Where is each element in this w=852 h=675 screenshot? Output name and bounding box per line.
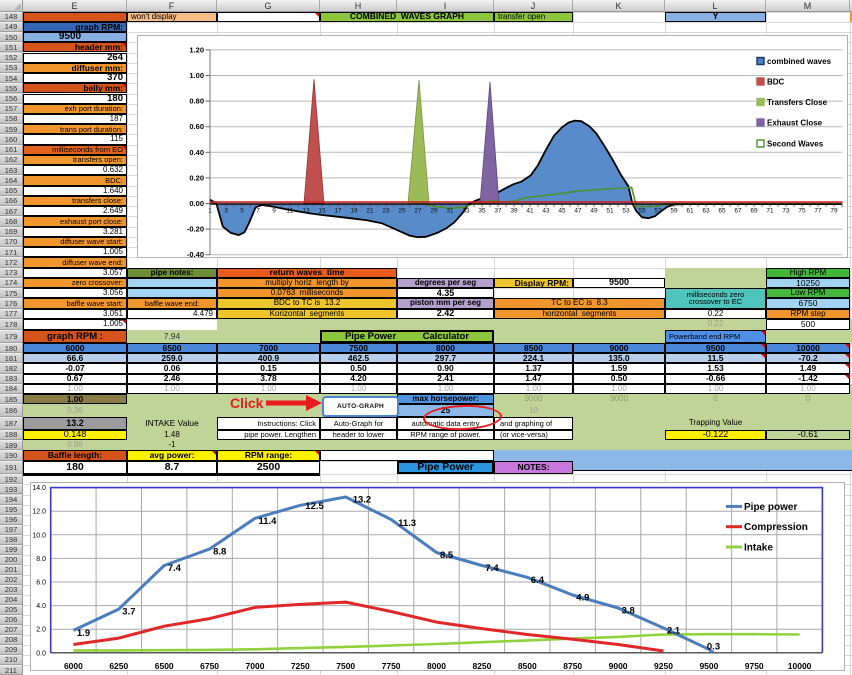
svg-text:11.3: 11.3 <box>398 518 416 529</box>
svg-text:8500: 8500 <box>517 661 536 671</box>
svg-text:6750: 6750 <box>200 661 219 671</box>
svg-text:8.5: 8.5 <box>440 550 454 561</box>
svg-text:41: 41 <box>526 207 534 214</box>
svg-text:0.80: 0.80 <box>189 96 204 105</box>
svg-text:8.0: 8.0 <box>36 556 46 563</box>
svg-text:7: 7 <box>256 207 260 214</box>
svg-text:77: 77 <box>814 207 822 214</box>
svg-text:3: 3 <box>224 207 228 214</box>
svg-text:11.4: 11.4 <box>258 516 277 527</box>
svg-text:0.60: 0.60 <box>189 122 204 131</box>
svg-text:57: 57 <box>654 207 662 214</box>
svg-text:7500: 7500 <box>336 661 355 671</box>
svg-text:8750: 8750 <box>563 661 582 671</box>
svg-text:9250: 9250 <box>654 661 673 671</box>
svg-text:3.7: 3.7 <box>122 607 135 618</box>
svg-text:7.4: 7.4 <box>167 563 181 574</box>
svg-text:59: 59 <box>670 207 678 214</box>
svg-text:35: 35 <box>478 207 486 214</box>
svg-text:1.9: 1.9 <box>76 628 89 639</box>
svg-text:23: 23 <box>382 207 390 214</box>
svg-text:7000: 7000 <box>245 661 264 671</box>
svg-text:4.9: 4.9 <box>576 593 589 604</box>
svg-text:79: 79 <box>830 207 838 214</box>
svg-text:65: 65 <box>718 207 726 214</box>
svg-text:8.8: 8.8 <box>213 547 226 558</box>
svg-text:1.00: 1.00 <box>189 71 204 80</box>
svg-text:1: 1 <box>208 207 212 214</box>
svg-text:BDC: BDC <box>767 77 785 86</box>
svg-text:8000: 8000 <box>427 661 446 671</box>
svg-text:19: 19 <box>350 207 358 214</box>
svg-text:6.4: 6.4 <box>530 575 544 586</box>
svg-text:0.00: 0.00 <box>189 199 204 208</box>
svg-text:0.40: 0.40 <box>189 147 204 156</box>
svg-text:53: 53 <box>622 207 630 214</box>
svg-text:51: 51 <box>606 207 614 214</box>
svg-text:27: 27 <box>414 207 422 214</box>
svg-text:7250: 7250 <box>290 661 309 671</box>
svg-text:33: 33 <box>462 207 470 214</box>
svg-text:Second Waves: Second Waves <box>767 139 824 148</box>
svg-text:25: 25 <box>398 207 406 214</box>
svg-text:37: 37 <box>494 207 502 214</box>
svg-text:45: 45 <box>558 207 566 214</box>
svg-text:-0.40: -0.40 <box>187 250 204 258</box>
svg-text:69: 69 <box>750 207 758 214</box>
svg-text:6500: 6500 <box>154 661 173 671</box>
svg-text:Exhaust Close: Exhaust Close <box>767 118 823 127</box>
svg-text:21: 21 <box>366 207 374 214</box>
svg-text:0.3: 0.3 <box>706 641 719 652</box>
svg-text:9: 9 <box>272 207 276 214</box>
svg-text:Pipe power: Pipe power <box>744 502 797 513</box>
svg-text:6000: 6000 <box>64 661 83 671</box>
svg-text:9000: 9000 <box>608 661 627 671</box>
svg-text:2.0: 2.0 <box>36 627 46 634</box>
svg-text:13.2: 13.2 <box>352 495 371 506</box>
svg-text:73: 73 <box>782 207 790 214</box>
svg-text:10.0: 10.0 <box>32 532 46 539</box>
svg-text:63: 63 <box>702 207 710 214</box>
svg-text:11: 11 <box>287 207 294 214</box>
svg-text:Intake: Intake <box>744 543 773 554</box>
svg-text:39: 39 <box>510 207 518 214</box>
svg-text:2.1: 2.1 <box>667 626 681 637</box>
svg-text:61: 61 <box>686 207 694 214</box>
svg-text:8250: 8250 <box>472 661 491 671</box>
svg-text:Transfers Close: Transfers Close <box>767 98 828 107</box>
svg-text:29: 29 <box>430 207 438 214</box>
svg-text:6250: 6250 <box>109 661 128 671</box>
svg-text:-0.20: -0.20 <box>187 224 204 233</box>
svg-text:7.4: 7.4 <box>485 563 499 574</box>
svg-text:31: 31 <box>446 207 454 214</box>
svg-text:49: 49 <box>590 207 598 214</box>
svg-text:1.20: 1.20 <box>189 45 204 54</box>
svg-text:5: 5 <box>240 207 244 214</box>
svg-text:3.8: 3.8 <box>621 606 634 617</box>
svg-text:12.0: 12.0 <box>32 509 46 516</box>
svg-text:7750: 7750 <box>381 661 400 671</box>
svg-text:55: 55 <box>638 207 646 214</box>
svg-text:17: 17 <box>334 207 342 214</box>
svg-text:15: 15 <box>318 207 326 214</box>
svg-text:10000: 10000 <box>787 661 811 671</box>
svg-text:43: 43 <box>542 207 550 214</box>
svg-text:47: 47 <box>574 207 582 214</box>
svg-text:75: 75 <box>798 207 806 214</box>
svg-text:0.20: 0.20 <box>189 173 204 182</box>
svg-text:71: 71 <box>766 207 774 214</box>
svg-text:Compression: Compression <box>744 522 808 533</box>
svg-text:9750: 9750 <box>744 661 763 671</box>
svg-text:0.0: 0.0 <box>36 650 46 657</box>
svg-text:67: 67 <box>734 207 742 214</box>
svg-text:9500: 9500 <box>699 661 718 671</box>
svg-text:combined waves: combined waves <box>767 57 832 66</box>
svg-text:12.5: 12.5 <box>305 501 324 512</box>
svg-text:6.0: 6.0 <box>36 580 46 587</box>
svg-text:13: 13 <box>302 207 310 214</box>
svg-text:14.0: 14.0 <box>32 485 46 492</box>
svg-text:4.0: 4.0 <box>36 603 46 610</box>
